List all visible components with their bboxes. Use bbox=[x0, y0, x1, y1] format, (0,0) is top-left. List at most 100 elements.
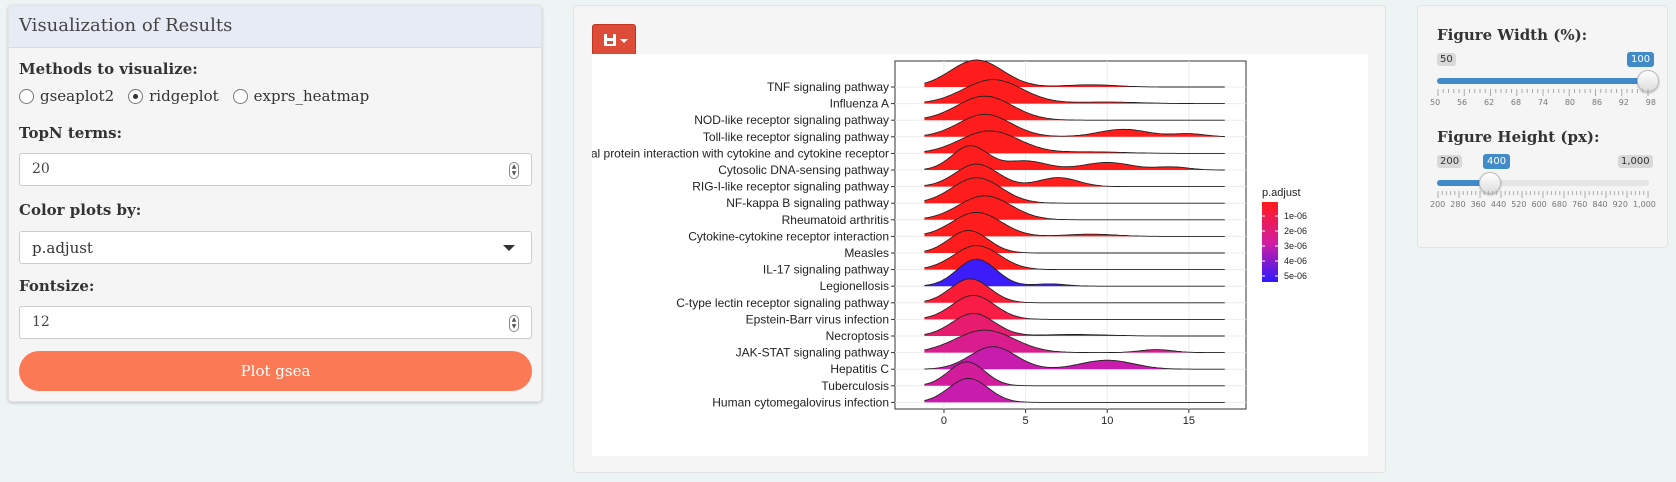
y-tick-label: Rheumatoid arthritis bbox=[782, 213, 889, 227]
slider-tick-label: 840 bbox=[1592, 200, 1608, 209]
slider-tick-label: 200 bbox=[1430, 200, 1446, 209]
x-tick-label: 5 bbox=[1023, 415, 1029, 427]
radio-circle[interactable] bbox=[232, 88, 248, 104]
width-label: Figure Width (%): bbox=[1437, 26, 1588, 44]
slider-tick-label: 80 bbox=[1564, 98, 1576, 107]
color-select[interactable]: p.adjust bbox=[19, 231, 532, 264]
radio-circle[interactable] bbox=[19, 88, 34, 104]
ridge-density bbox=[924, 114, 1225, 137]
ridge-density bbox=[924, 195, 1225, 220]
ridge-outline bbox=[924, 211, 1225, 237]
fontsize-value: 12 bbox=[32, 314, 50, 330]
width-tick-labels: 50 56 62 68 74 80 86 92 98 bbox=[1430, 98, 1656, 107]
radio-label: exprs_heatmap bbox=[253, 87, 370, 105]
color-select-value: p.adjust bbox=[32, 239, 93, 257]
width-slider[interactable] bbox=[1437, 70, 1659, 92]
radio-gseaplot2[interactable]: gseaplot2 bbox=[19, 87, 114, 105]
ridge-density bbox=[924, 212, 1225, 237]
legend-colorbar bbox=[1262, 202, 1278, 282]
ridge-outline bbox=[924, 163, 1225, 188]
height-max: 1,000 bbox=[1618, 155, 1653, 168]
y-tick-label: RIG-I-like receptor signaling pathway bbox=[692, 180, 889, 194]
ridge-density bbox=[924, 79, 1225, 104]
slider-tick-label: 92 bbox=[1618, 98, 1629, 107]
slider-tick-label: 920 bbox=[1612, 200, 1628, 209]
plot-panel: TNF signaling pathway Influenza A NOD-like… bbox=[573, 5, 1386, 473]
ridge-outline bbox=[924, 258, 1225, 287]
ridge-density bbox=[924, 230, 1225, 253]
slider-tick-label: 760 bbox=[1572, 200, 1588, 209]
caret-down-icon bbox=[503, 245, 515, 251]
ridgeplot-chart: TNF signaling pathway Influenza A NOD-like… bbox=[576, 59, 1307, 427]
y-tick-label: Toll-like receptor signaling pathway bbox=[703, 130, 889, 144]
ridge-outline bbox=[924, 195, 1225, 221]
y-tick-label: NF-kappa B signaling pathway bbox=[726, 196, 889, 210]
ridge-density bbox=[924, 245, 1225, 270]
legend-title: p.adjust bbox=[1262, 187, 1301, 199]
panel-title: Visualization of Results bbox=[9, 6, 541, 48]
visualization-panel: Visualization of Results Methods to visu… bbox=[8, 5, 542, 402]
radio-label: ridgeplot bbox=[149, 87, 219, 105]
legend-tick-label: 1e-06 bbox=[1284, 211, 1307, 221]
legend-tick-label: 5e-06 bbox=[1284, 271, 1307, 281]
ridge-density bbox=[924, 378, 1225, 403]
spinner-icon[interactable]: ▲ ▼ bbox=[509, 315, 519, 332]
height-value-badge: 400 bbox=[1483, 154, 1511, 169]
y-tick-label: Cytokine-cytokine receptor interaction bbox=[688, 229, 889, 243]
ridge-density bbox=[924, 313, 1225, 336]
slider-tick-label: 520 bbox=[1511, 200, 1527, 209]
radio-circle-checked[interactable] bbox=[128, 88, 144, 104]
ridge-density bbox=[924, 177, 1225, 204]
ridge-density bbox=[924, 295, 1225, 320]
topn-input[interactable]: 20 ▲ ▼ bbox=[19, 153, 532, 186]
width-value-badge: 100 bbox=[1627, 52, 1655, 67]
ridge-outline bbox=[924, 177, 1225, 204]
spinner-icon[interactable]: ▲ ▼ bbox=[509, 162, 519, 179]
ridge-outline bbox=[924, 113, 1225, 137]
height-slider-handle[interactable] bbox=[1479, 172, 1501, 194]
ridge-outline bbox=[924, 278, 1225, 304]
floppy-disk-icon bbox=[604, 34, 616, 46]
height-slider-ticks bbox=[1437, 191, 1649, 198]
ridge-outline bbox=[924, 230, 1225, 254]
ridge-outline bbox=[924, 329, 1225, 354]
legend-tick-label: 4e-06 bbox=[1284, 256, 1307, 266]
y-tick-label: JAK-STAT signaling pathway bbox=[736, 346, 889, 360]
ridge-outline bbox=[924, 377, 1225, 403]
radio-ridgeplot[interactable]: ridgeplot bbox=[128, 87, 219, 105]
ridge-outline bbox=[924, 59, 1225, 88]
slider-tick-label: 280 bbox=[1450, 200, 1466, 209]
ridge-outline bbox=[924, 245, 1225, 271]
radio-label: gseaplot2 bbox=[40, 87, 115, 105]
slider-tick-label: 86 bbox=[1591, 98, 1602, 107]
y-tick-label: Influenza A bbox=[830, 97, 889, 111]
y-tick-label: Legionellosis bbox=[820, 279, 889, 293]
y-tick-label: Epstein-Barr virus infection bbox=[746, 312, 889, 326]
slider-tick-label: 360 bbox=[1470, 200, 1486, 209]
methods-radio-group: gseaplot2 ridgeplot exprs_heatmap bbox=[19, 87, 383, 105]
y-tick-label: Human cytomegalovirus infection bbox=[712, 395, 889, 409]
plot-gsea-button[interactable]: Plot gsea bbox=[19, 351, 532, 391]
ridge-outline bbox=[924, 361, 1225, 387]
slider-tick-label: 1,000 bbox=[1632, 200, 1656, 209]
width-slider-ticks bbox=[1437, 89, 1649, 96]
fontsize-label: Fontsize: bbox=[19, 277, 95, 295]
slider-tick-label: 680 bbox=[1551, 200, 1568, 209]
y-tick-label: C-type lectin receptor signaling pathway bbox=[676, 296, 889, 310]
x-tick-label: 0 bbox=[941, 415, 947, 427]
ridge-density bbox=[924, 130, 1225, 154]
width-min: 50 bbox=[1437, 53, 1456, 66]
slider-tick-label: 56 bbox=[1456, 98, 1468, 107]
radio-exprs-heatmap[interactable]: exprs_heatmap bbox=[232, 87, 370, 105]
fontsize-input[interactable]: 12 ▲ ▼ bbox=[19, 306, 532, 339]
save-dropdown-button[interactable] bbox=[592, 24, 636, 56]
y-tick-label: Viral protein interaction with cytokine … bbox=[592, 146, 889, 160]
slider-tick-label: 62 bbox=[1483, 98, 1495, 107]
methods-label: Methods to visualize: bbox=[19, 60, 198, 78]
figure-settings-panel: Figure Width (%): 50 100 50 56 62 68 74 80 86 9… bbox=[1417, 5, 1668, 248]
y-tick-label: Necroptosis bbox=[826, 329, 889, 343]
legend-tick-label: 2e-06 bbox=[1284, 226, 1307, 236]
height-slider[interactable] bbox=[1437, 172, 1649, 194]
slider-tick-label: 440 bbox=[1490, 200, 1507, 209]
topn-value: 20 bbox=[32, 161, 50, 177]
